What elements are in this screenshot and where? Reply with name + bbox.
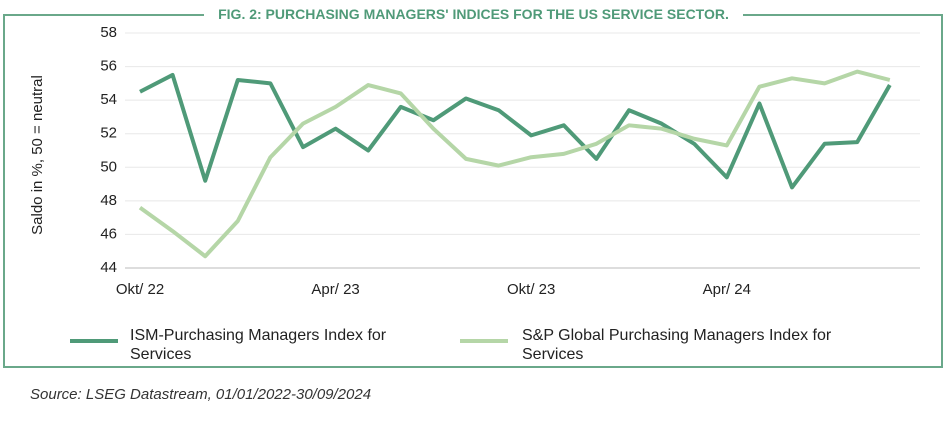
y-tick-label: 52 — [100, 125, 117, 142]
y-tick-label: 56 — [100, 58, 117, 75]
x-tick-label: Apr/ 24 — [703, 281, 751, 298]
series-line — [138, 69, 891, 259]
y-tick-label: 54 — [100, 91, 117, 108]
y-tick-label: 58 — [100, 24, 117, 41]
y-axis-label: Saldo in %, 50 = neutral — [29, 75, 46, 235]
frame — [3, 14, 943, 368]
y-tick-label: 46 — [100, 225, 117, 242]
y-tick-label: 44 — [100, 259, 117, 276]
x-tick-label: Apr/ 23 — [311, 281, 359, 298]
source: Source: LSEG Datastream, 01/01/2022-30/0… — [30, 386, 372, 403]
x-tick-label: Okt/ 23 — [507, 281, 555, 298]
y-tick-label: 48 — [100, 192, 117, 209]
legend-label: ISM-Purchasing Managers Index for Servic… — [130, 327, 387, 363]
x-tick-label: Okt/ 22 — [116, 281, 164, 298]
y-tick-label: 50 — [100, 158, 117, 175]
title-wrap: FIG. 2: PURCHASING MANAGERS' INDICES FOR… — [0, 6, 947, 24]
chart-title: FIG. 2: PURCHASING MANAGERS' INDICES FOR… — [204, 6, 743, 22]
legend-label: S&P Global Purchasing Managers Index for… — [522, 327, 832, 363]
series-line — [139, 72, 892, 190]
